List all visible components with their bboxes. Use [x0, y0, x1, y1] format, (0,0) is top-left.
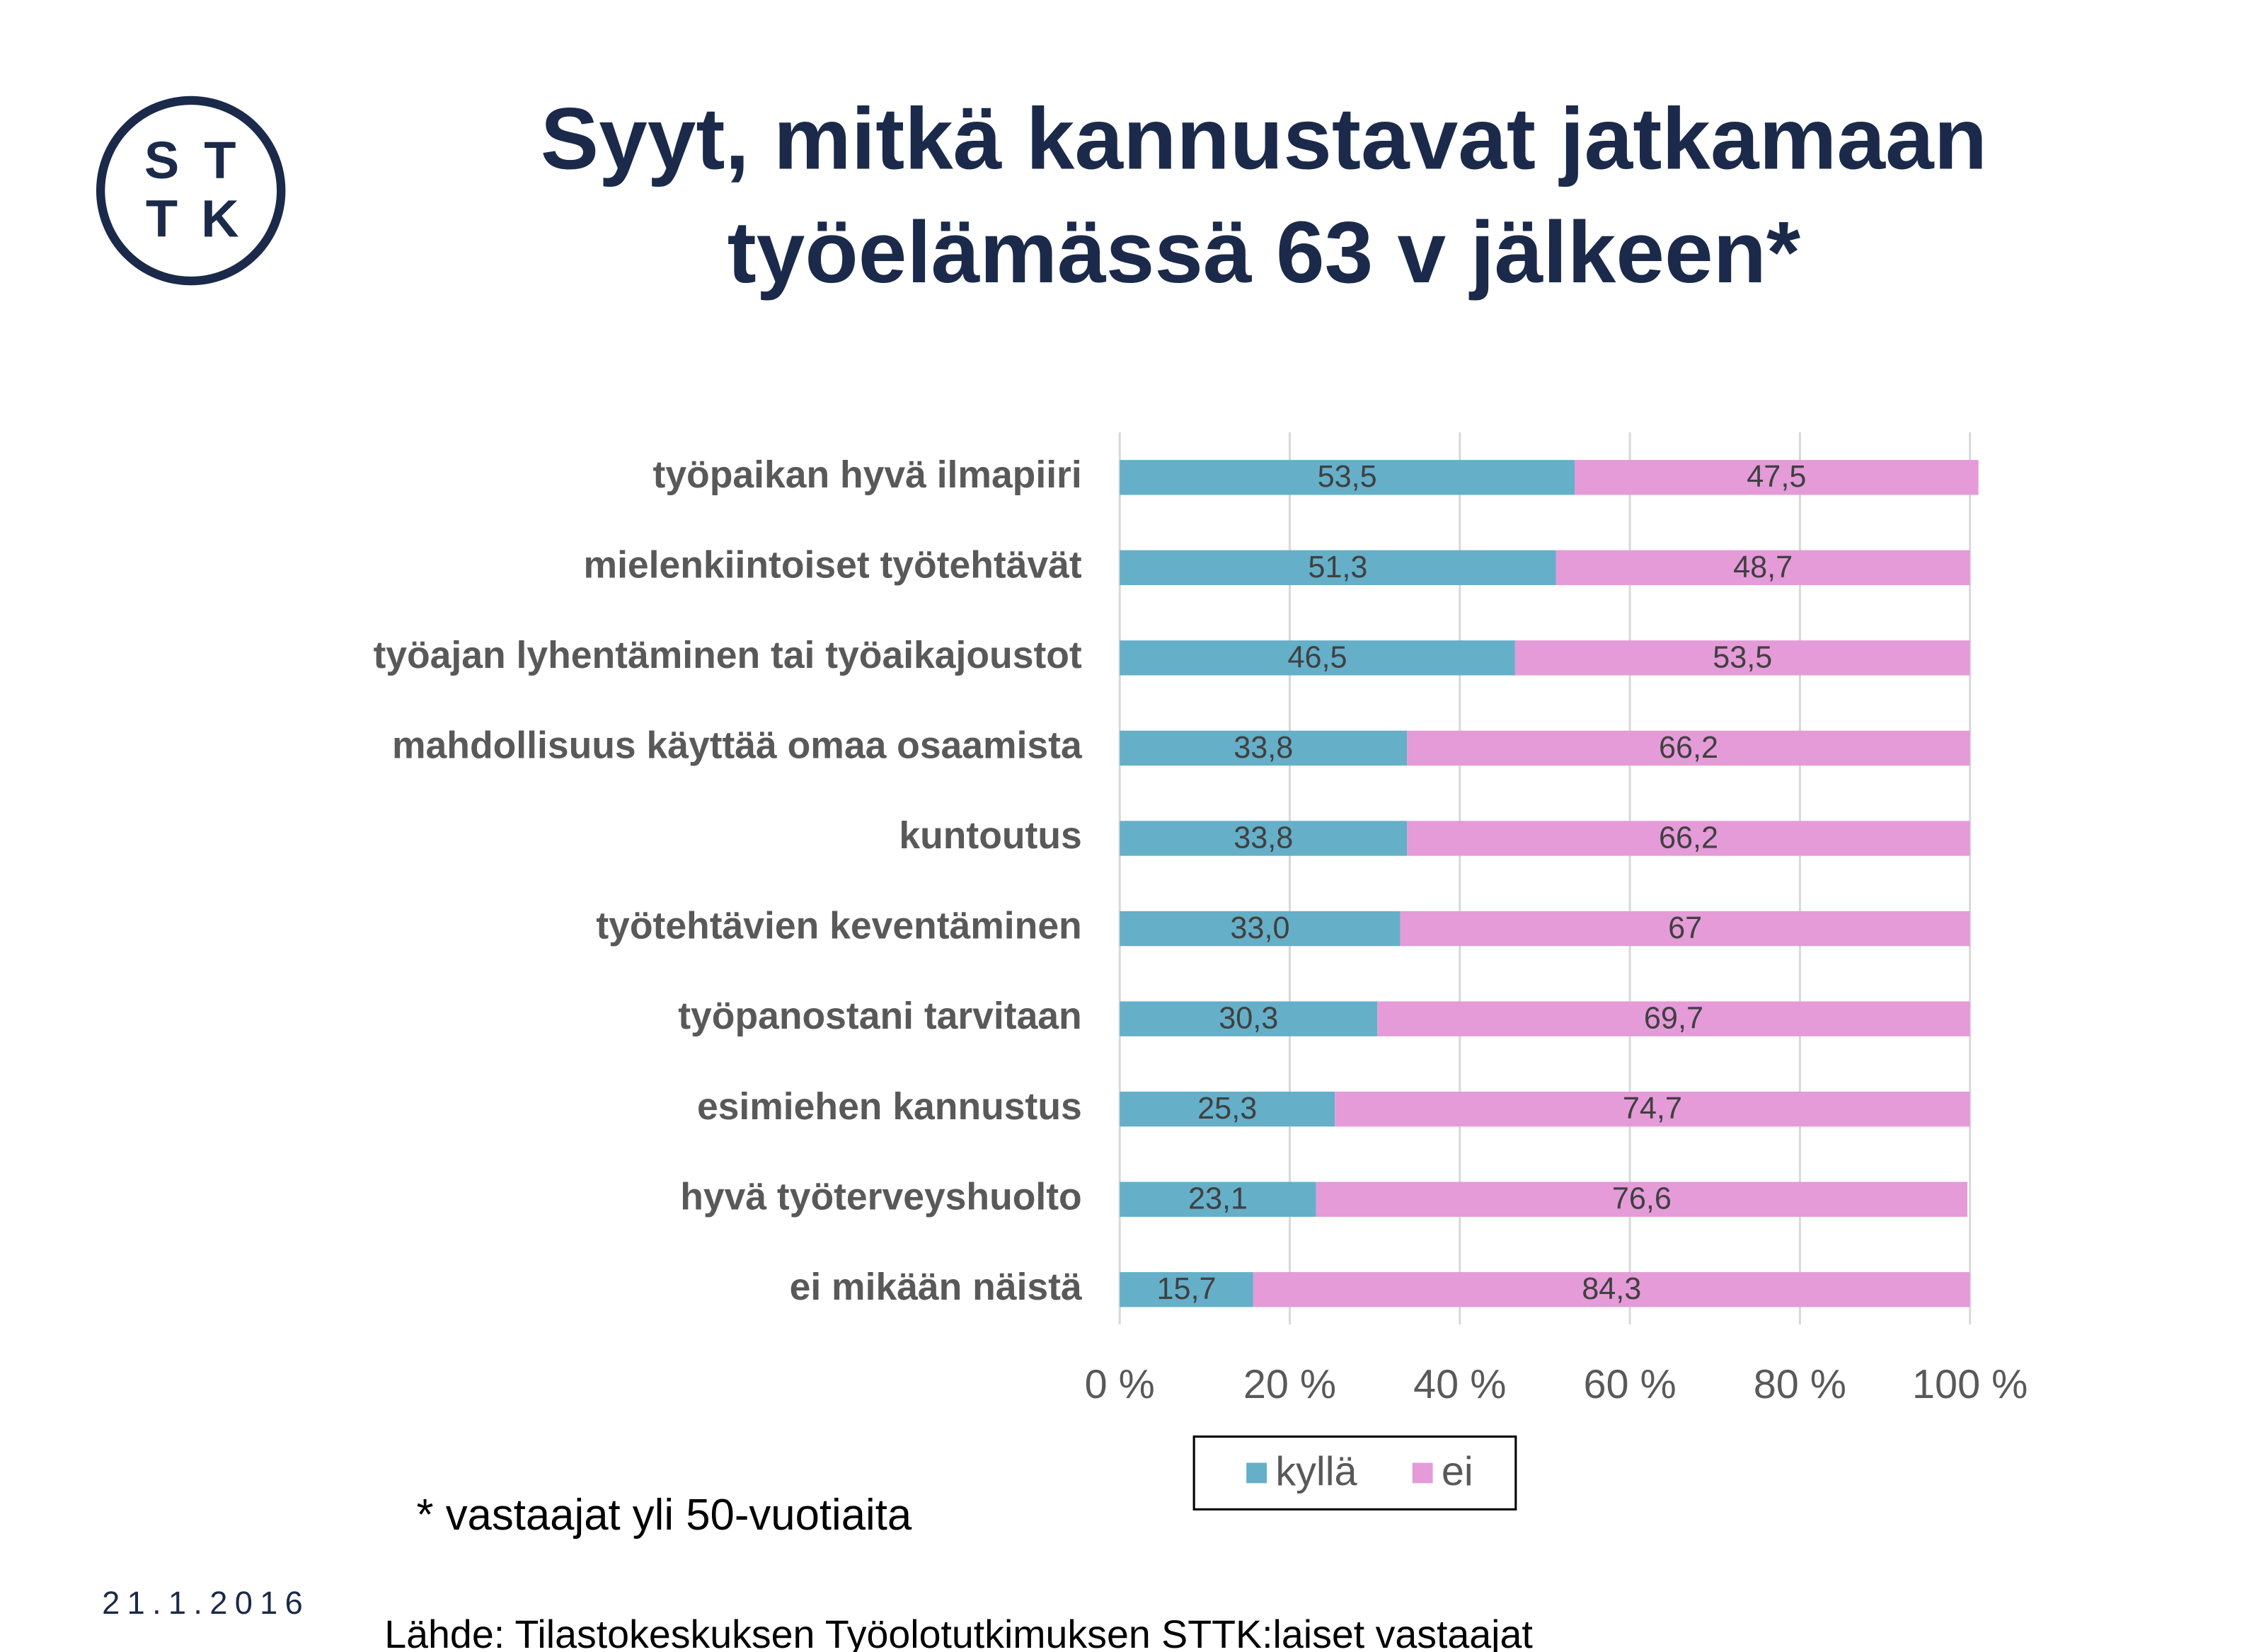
- data-label: 47,5: [1747, 460, 1806, 494]
- x-tick-label: 100 %: [1912, 1362, 2028, 1407]
- data-label: 69,7: [1644, 1002, 1703, 1036]
- logo-letter: T: [204, 131, 236, 190]
- bar: [1120, 1182, 1316, 1217]
- x-tick-label: 20 %: [1243, 1362, 1336, 1407]
- data-label: 66,2: [1659, 821, 1718, 855]
- data-label: 33,8: [1234, 731, 1293, 765]
- y-tick-label: esimiehen kannustus: [697, 1086, 1082, 1128]
- data-label: 76,6: [1612, 1182, 1672, 1216]
- bar: [1407, 821, 1970, 856]
- bar: [1120, 1272, 1253, 1307]
- bar: [1335, 1091, 1970, 1127]
- chart-title: Syyt, mitkä kannustavat jatkamaan: [541, 90, 1987, 187]
- bar: [1253, 1272, 1970, 1307]
- chart-title: työelämässä 63 v jälkeen*: [728, 204, 1800, 301]
- bar: [1120, 1091, 1335, 1127]
- y-tick-label: työajan lyhentäminen tai työaikajoustot: [373, 635, 1081, 676]
- logo-letter: S: [144, 131, 179, 190]
- data-label: 33,8: [1234, 821, 1293, 855]
- y-tick-label: ei mikään näistä: [790, 1266, 1082, 1308]
- data-label: 15,7: [1156, 1272, 1216, 1306]
- bar: [1377, 1001, 1970, 1036]
- bar: [1407, 730, 1970, 766]
- legend-marker: [1412, 1462, 1433, 1484]
- data-label: 53,5: [1713, 640, 1772, 674]
- bar: [1120, 911, 1401, 947]
- y-tick-label: kuntoutus: [899, 815, 1081, 857]
- bar: [1120, 640, 1515, 676]
- bar: [1556, 550, 1970, 586]
- x-tick-label: 40 %: [1413, 1362, 1506, 1407]
- logo-letter: K: [201, 189, 238, 248]
- bar: [1514, 640, 1970, 676]
- y-tick-label: työpaikan hyvä ilmapiiri: [653, 454, 1082, 496]
- data-label: 23,1: [1188, 1182, 1248, 1216]
- bar: [1120, 550, 1556, 586]
- bar: [1400, 911, 1970, 947]
- data-label: 33,0: [1230, 911, 1289, 945]
- source: Lähde: Tilastokeskuksen Työolotutkimukse…: [384, 1612, 1533, 1652]
- date: 21.1.2016: [102, 1585, 310, 1621]
- bar: [1120, 460, 1575, 495]
- logo-circle: [96, 96, 286, 286]
- data-label: 51,3: [1308, 550, 1367, 584]
- bar: [1120, 730, 1408, 766]
- x-tick-label: 80 %: [1754, 1362, 1846, 1407]
- data-label: 25,3: [1197, 1092, 1257, 1126]
- y-tick-label: hyvä työterveyshuolto: [680, 1176, 1082, 1218]
- x-tick-label: 0 %: [1085, 1362, 1155, 1407]
- legend-label: ei: [1442, 1449, 1473, 1494]
- data-label: 84,3: [1582, 1272, 1641, 1306]
- data-label: 48,7: [1733, 550, 1793, 584]
- data-label: 46,5: [1288, 640, 1347, 674]
- y-tick-label: työpanostani tarvitaan: [678, 995, 1081, 1037]
- logo: S T T K: [144, 131, 239, 248]
- data-label: 67: [1668, 911, 1702, 945]
- legend-marker: [1246, 1462, 1267, 1484]
- legend-box: [1192, 1435, 1517, 1511]
- data-label: 74,7: [1623, 1092, 1682, 1126]
- data-label: 66,2: [1659, 731, 1718, 765]
- bar: [1120, 821, 1408, 856]
- bar: [1574, 460, 1979, 495]
- data-label: 53,5: [1318, 460, 1377, 494]
- y-tick-label: mahdollisuus käyttää omaa osaamista: [392, 725, 1083, 767]
- data-label: 30,3: [1219, 1002, 1278, 1036]
- y-tick-label: työtehtävien keventäminen: [596, 906, 1081, 947]
- logo-letter: T: [146, 189, 178, 248]
- x-tick-label: 60 %: [1583, 1362, 1676, 1407]
- bar: [1316, 1182, 1968, 1217]
- footnote: * vastaajat yli 50-vuotiaita: [417, 1491, 912, 1540]
- legend-label: kyllä: [1275, 1449, 1357, 1494]
- y-tick-label: mielenkiintoiset työtehtävät: [584, 544, 1082, 586]
- bar: [1120, 1001, 1378, 1036]
